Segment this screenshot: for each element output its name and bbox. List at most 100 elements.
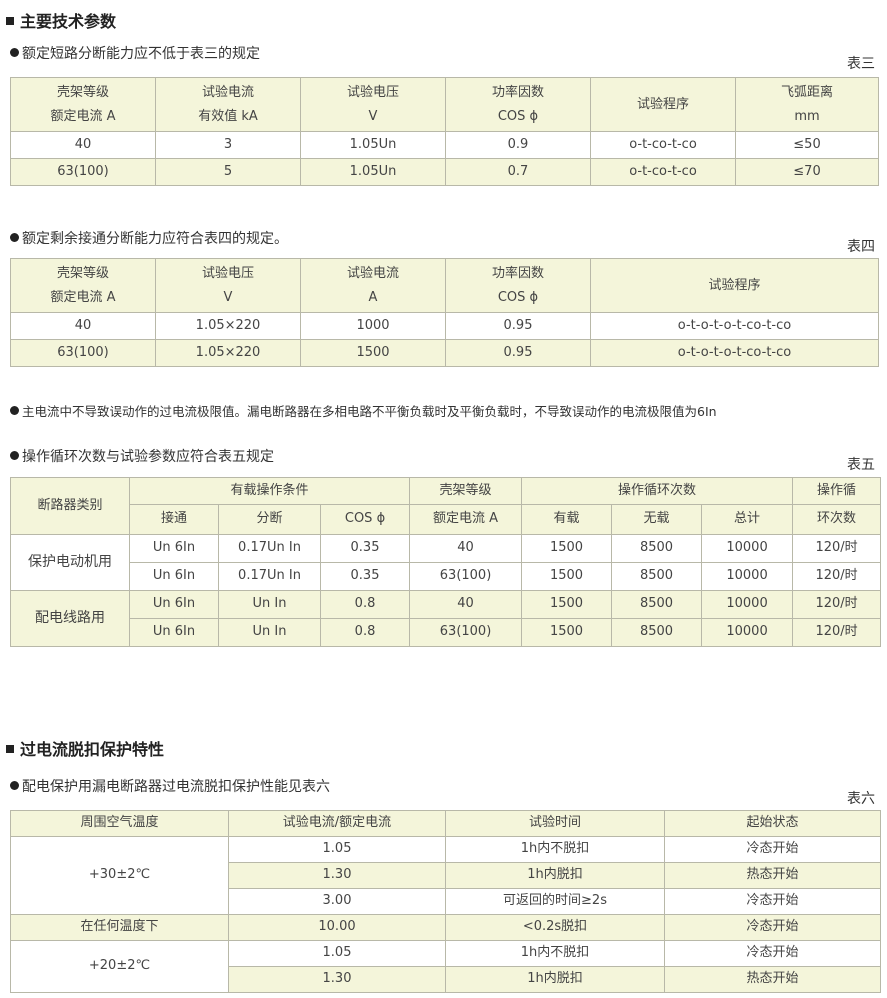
header-line: COS ϕ xyxy=(497,289,539,305)
table-row: 周围空气温度 试验电流/额定电流 试验时间 起始状态 xyxy=(10,810,881,837)
table-cell: 0.17Un In xyxy=(218,534,321,563)
table-row: +20±2℃ 1.05 1h内不脱扣 冷态开始 xyxy=(10,940,881,993)
table-cell: 10.00 xyxy=(228,914,446,941)
table-cell: 0.9 xyxy=(445,131,591,159)
header-line: 功率因数 xyxy=(491,265,544,281)
table-cell: 1h内不脱扣 xyxy=(445,940,665,967)
table-cell: 63(100) xyxy=(409,562,523,591)
table-cell: 1.05Un xyxy=(300,158,446,186)
header-line: 试验程序 xyxy=(708,277,761,293)
table-cell: 8500 xyxy=(611,562,703,591)
header-line: 试验电压 xyxy=(346,84,399,100)
table-cell: 0.7 xyxy=(445,158,591,186)
header-cell: 壳架等级 xyxy=(409,477,523,505)
header-cell: COS ϕ xyxy=(319,504,411,535)
square-bullet-icon xyxy=(6,745,14,753)
bullet-text: 额定短路分断能力应不低于表三的规定 xyxy=(22,46,260,62)
header-cell: 试验时间 xyxy=(445,810,665,837)
header-cell: 周围空气温度 xyxy=(10,810,229,837)
table-cell: 冷态开始 xyxy=(664,914,881,941)
header-cell: 试验电压 V xyxy=(300,77,446,132)
table-row: 63(100) 1.05×220 1500 0.95 o-t-o-t-o-t-co-t-… xyxy=(10,339,879,367)
header-line: 功率因数 xyxy=(491,84,544,100)
header-line: 壳架等级 xyxy=(56,265,109,281)
table-cell: 1500 xyxy=(521,562,613,591)
square-bullet-icon xyxy=(6,17,14,25)
table-cell: 63(100) xyxy=(10,339,156,367)
table-row: Un 6In 0.17Un In 0.35 63(100) 1500 8500 10000 1… xyxy=(10,562,882,591)
table-cell: 63(100) xyxy=(409,618,523,647)
table-row: 40 1.05×220 1000 0.95 o-t-o-t-o-t-co-t-co xyxy=(10,312,879,340)
table-cell: 1000 xyxy=(300,312,446,340)
header-cell: 试验程序 xyxy=(590,77,736,132)
header-line: 额定电流 A xyxy=(50,289,116,305)
table-row: 40 3 1.05Un 0.9 o-t-co-t-co ≤50 xyxy=(10,131,879,159)
header-cell: 功率因数 COS ϕ xyxy=(445,77,591,132)
header-cell: 无载 xyxy=(611,504,703,535)
table-cell: 1.05×220 xyxy=(155,339,301,367)
group-cell: +20±2℃ xyxy=(10,940,229,993)
table-3: 壳架等级 额定电流 A 试验电流 有效值 kA 试验电压 V 功率因数 COS ϕ 试验程序 飞弧… xyxy=(10,77,879,186)
bullet-5: 配电保护用漏电断路器过电流脱扣保护性能见表六 xyxy=(10,776,330,796)
table-cell: 0.17Un In xyxy=(218,562,321,591)
bullet-text: 操作循环次数与试验参数应符合表五规定 xyxy=(22,449,274,465)
table5-label: 表五 xyxy=(847,457,875,473)
bullet-text: 主电流中不导致误动作的过电流极限值。漏电断路器在多相电路不平衡负载时及平衡负载时… xyxy=(22,404,717,419)
table-cell: Un 6In xyxy=(129,618,219,647)
table-cell: 1.05×220 xyxy=(155,312,301,340)
table-cell: Un In xyxy=(218,590,321,619)
table-row: +30±2℃ 1.05 1h内不脱扣 冷态开始 xyxy=(10,836,881,915)
section-title-main-params: 主要技术参数 xyxy=(6,8,116,32)
table-cell: 3 xyxy=(155,131,301,159)
header-line: 有效值 kA xyxy=(198,108,258,124)
header-cell: 壳架等级 额定电流 A xyxy=(10,77,156,132)
table-cell: 120/时 xyxy=(792,534,882,563)
table-cell: 10000 xyxy=(701,618,794,647)
table-cell: 40 xyxy=(10,131,156,159)
table-cell: 1.30 xyxy=(228,966,446,993)
table-cell: 5 xyxy=(155,158,301,186)
table-cell: Un In xyxy=(218,618,321,647)
header-cell: 接通 xyxy=(129,504,219,535)
table-row: 壳架等级额定电流 A 试验电压 V 试验电流 A 功率因数 COS ϕ 试验程序 xyxy=(10,258,879,313)
header-cell: 环次数 xyxy=(792,504,882,535)
table-cell: ≤50 xyxy=(735,131,879,159)
table-cell: 0.95 xyxy=(445,312,591,340)
table-cell: 冷态开始 xyxy=(664,888,881,915)
header-line: 壳架等级 xyxy=(56,84,109,100)
group-cell: 在任何温度下 xyxy=(10,914,229,941)
table-cell: 冷态开始 xyxy=(664,836,881,863)
table-row: 接通 分断 COS ϕ 额定电流 A 有载 无载 总计 环次数 xyxy=(10,504,882,535)
header-line: 试验程序 xyxy=(636,96,689,112)
header-cell: 总计 xyxy=(701,504,794,535)
table-cell: 8500 xyxy=(611,618,703,647)
table-cell: 1h内脱扣 xyxy=(445,862,665,889)
table-cell: 120/时 xyxy=(792,618,882,647)
table-row: 1.30 1h内脱扣 热态开始 xyxy=(10,862,881,889)
table-cell: 1500 xyxy=(521,534,613,563)
table-cell: <0.2s脱扣 xyxy=(445,914,665,941)
table-cell: 120/时 xyxy=(792,562,882,591)
table-cell: 40 xyxy=(10,312,156,340)
table-cell: 0.95 xyxy=(445,339,591,367)
table-row: Un 6In Un In 0.8 63(100) 1500 8500 10000 120/时 xyxy=(10,618,882,647)
header-cell: 试验电流 有效值 kA xyxy=(155,77,301,132)
table-cell: 1h内不脱扣 xyxy=(445,836,665,863)
header-cell: 有载操作条件 xyxy=(128,477,411,505)
bullet-4: 操作循环次数与试验参数应符合表五规定 xyxy=(10,446,274,466)
header-line: 试验电流 xyxy=(346,265,399,281)
group-cell: 配电线路用 xyxy=(10,590,130,647)
table-row: 在任何温度下 10.00 <0.2s脱扣 冷态开始 xyxy=(10,914,881,941)
header-cell: 试验程序 xyxy=(590,258,879,313)
header-cell: 试验电压 V xyxy=(155,258,301,313)
header-cell: 飞弧距离 mm xyxy=(735,77,879,132)
table-cell: 1h内脱扣 xyxy=(445,966,665,993)
table-cell: 热态开始 xyxy=(664,966,881,993)
table-row: 保护电动机用 Un 6In 0.17Un In 0.35 40 1500 8500 10000… xyxy=(10,534,882,591)
bullet-dot-icon xyxy=(10,781,19,790)
group-cell: +30±2℃ xyxy=(10,836,229,915)
header-line: A xyxy=(368,289,378,305)
table-cell: 8500 xyxy=(611,534,703,563)
header-line: V xyxy=(368,108,378,124)
